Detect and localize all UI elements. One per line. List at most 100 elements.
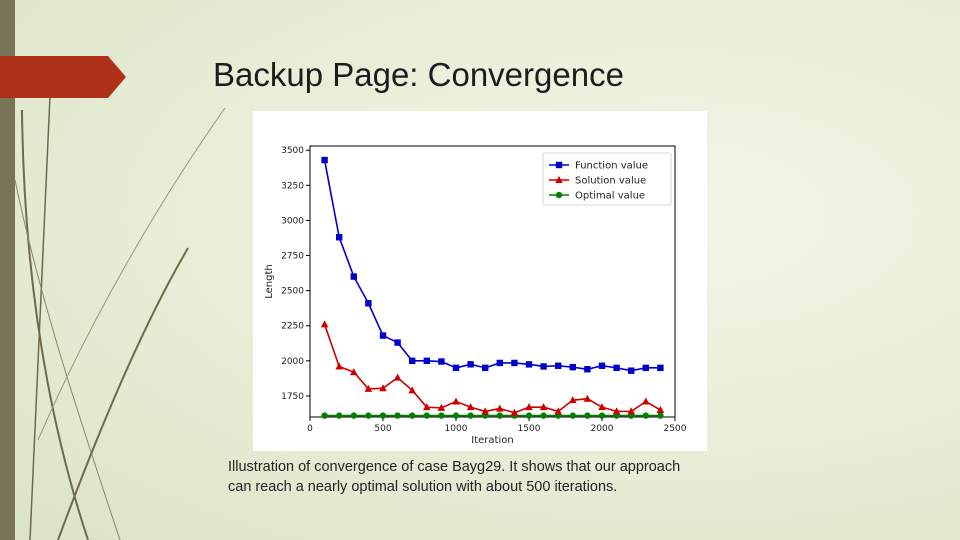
function-value-point [438,358,445,365]
caption-line-1: Illustration of convergence of case Bayg… [228,459,681,475]
optimal-value-point [540,412,547,419]
solution-value-point [350,368,358,376]
title-accent-tab [0,56,126,98]
y-axis-label: Length [264,264,275,299]
function-value-point [379,332,387,339]
y-tick-label: 1750 [281,392,304,402]
figure-caption: Illustration of convergence of case Bayg… [228,457,748,497]
chart-panel: 0 500 1000 1500 2000 2500 1750 2000 2250 2500 2750… [253,111,707,451]
function-value-point [350,273,357,280]
optimal-value-point [598,412,606,419]
function-value-point [584,366,591,373]
legend-box [542,152,672,206]
caption-line-2: can reach a nearly optimal solution with… [228,479,618,495]
y-tick-label: 2250 [281,322,304,332]
solution-value-point [583,394,592,402]
optimal-value-point [438,412,445,419]
solution-value-point [408,386,416,394]
y-tick-label: 2000 [281,357,304,367]
optimal-value-point [409,412,416,419]
function-value-point [365,300,372,307]
solution-value-point [554,407,562,415]
function-value-point [482,364,489,372]
solution-value-point [364,384,373,392]
y-tick-label: 3500 [281,146,304,156]
function-value-point [452,364,460,372]
optimal-value-point [350,412,357,419]
function-value-point [394,339,401,346]
optimal-value-point [365,412,372,419]
solution-value-point [423,403,431,411]
solution-value-line [323,324,661,414]
plot-frame [309,145,676,418]
solution-value-point [393,373,402,381]
solution-value-point [642,397,650,405]
optimal-value-point [452,412,460,419]
optimal-value-point [496,412,503,419]
sidebar-bar [0,0,15,540]
function-value-point [628,367,635,374]
legend-solution-value-label: Solution value [575,176,646,187]
legend-optimal-value-label: Optimal value [575,191,645,202]
solution-value-point [466,403,475,411]
solution-value-point [569,396,577,404]
function-value-point [540,363,547,370]
slide-title: Backup Page: Convergence [213,56,624,93]
optimal-value-point [423,412,430,419]
solution-value-point [656,405,665,413]
y-tick-label: 2750 [281,252,304,262]
solution-value-point [496,404,504,412]
optimal-value-point [642,412,649,419]
optimal-value-point [569,412,576,419]
solution-value-point [525,403,533,411]
y-tick-label: 2500 [281,287,304,297]
y-tick-label: 3250 [281,181,304,191]
function-value-point [555,362,562,369]
legend-function-value-marker [555,161,563,169]
solution-value-point [612,407,621,415]
optimal-value-point [657,412,664,419]
function-value-point [511,359,518,367]
function-value-point [598,362,606,369]
convergence-chart: 0 500 1000 1500 2000 2500 1750 2000 2250 2500 2750… [264,145,687,446]
x-tick-label: 0 [307,424,313,434]
optimal-value-point [379,412,387,419]
optimal-value-point [321,412,328,419]
solution-value-point [452,397,460,405]
legend-optimal-value-marker [555,191,563,199]
function-value-point [321,156,328,164]
solution-value-point [539,403,548,411]
x-tick-label: 2500 [664,424,687,434]
solution-value-point [320,320,329,328]
optimal-value-point [394,412,401,419]
function-value-point [569,363,576,371]
optimal-value-point [467,412,474,419]
legend-solution-value-marker [555,176,563,183]
function-value-point [496,359,503,367]
legend-function-value-label: Function value [575,161,648,172]
x-tick-label: 2000 [591,424,614,434]
function-value-point [657,364,664,372]
solution-value-point [510,408,519,416]
function-value-point [613,364,620,372]
optimal-value-point [525,412,533,419]
x-axis-label: Iteration [471,435,513,446]
function-value-point [525,361,533,368]
function-value-point [467,361,474,368]
function-value-point [409,357,416,365]
x-tick-label: 1500 [518,424,541,434]
function-value-point [423,357,430,365]
optimal-value-point [584,412,591,419]
decorative-lines [14,95,226,540]
y-tick-label: 3000 [281,216,304,226]
x-tick-label: 500 [374,424,391,434]
solution-value-point [481,407,489,415]
solution-value-point [335,362,343,370]
solution-value-point [437,403,446,411]
solution-value-point [627,407,635,415]
solution-value-point [379,384,387,392]
optimal-value-point [336,412,343,419]
function-value-point [642,364,649,372]
solution-value-point [598,403,606,411]
function-value-point [336,234,343,241]
